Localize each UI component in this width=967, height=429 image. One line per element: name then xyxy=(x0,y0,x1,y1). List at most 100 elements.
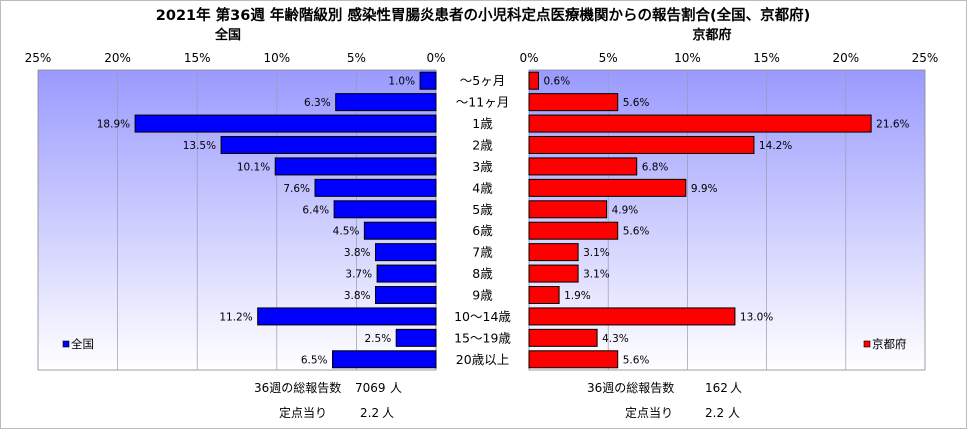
national-report-count-label: 36週の総報告数 xyxy=(254,380,341,395)
kyoto-bar xyxy=(528,178,687,197)
kyoto-bar xyxy=(528,264,579,283)
kyoto-bar xyxy=(528,157,638,176)
national-value-label: 4.5% xyxy=(333,226,360,238)
national-per-site-unit: 人 xyxy=(382,406,394,420)
kyoto-value-label: 14.2% xyxy=(759,140,792,152)
kyoto-value-label: 4.3% xyxy=(602,333,629,345)
kyoto-bar xyxy=(528,114,872,133)
national-summary: 36週の総報告数 7069 人 定点当り 2.2 人 xyxy=(254,380,402,420)
national-bars xyxy=(134,71,437,369)
national-per-site-label: 定点当り xyxy=(279,405,327,420)
national-bar xyxy=(376,264,437,283)
national-per-site-value: 2.2 xyxy=(360,406,379,420)
kyoto-value-label: 4.9% xyxy=(612,204,639,216)
age-group-label: 7歳 xyxy=(472,245,493,260)
kyoto-bars xyxy=(528,71,872,369)
kyoto-per-site-unit: 人 xyxy=(728,406,740,420)
kyoto-value-label: 0.6% xyxy=(544,76,571,88)
national-bar xyxy=(375,286,437,304)
kyoto-panel-title: 京都府 xyxy=(692,27,731,43)
national-legend: 全国 xyxy=(62,337,94,351)
kyoto-value-label: 21.6% xyxy=(876,119,909,131)
national-value-label: 18.9% xyxy=(97,119,130,131)
national-value-label: 6.4% xyxy=(302,204,329,216)
kyoto-bar xyxy=(528,328,598,347)
national-bar xyxy=(314,178,437,197)
national-value-label: 11.2% xyxy=(219,311,252,323)
kyoto-legend-swatch xyxy=(863,340,871,348)
national-bar xyxy=(274,157,437,176)
national-panel-title: 全国 xyxy=(214,27,241,43)
age-group-label: 10～14歳 xyxy=(454,309,511,324)
kyoto-value-label: 5.6% xyxy=(623,97,650,109)
kyoto-bar xyxy=(528,136,755,154)
national-value-label: 7.6% xyxy=(283,183,310,195)
kyoto-x-tick-label: 25% xyxy=(912,51,939,65)
national-value-label: 1.0% xyxy=(388,76,415,88)
kyoto-report-count-unit: 人 xyxy=(730,381,742,395)
national-bar xyxy=(335,93,437,112)
kyoto-x-tick-label: 15% xyxy=(753,51,780,65)
kyoto-bar xyxy=(528,350,619,369)
kyoto-value-labels: 0.6% 5.6% 21.6% 14.2% 6.8% 9.9% 4.9% 5.6% 3.1% 3.… xyxy=(544,76,910,367)
age-group-label: ～5ヶ月 xyxy=(460,73,505,88)
national-value-label: 6.5% xyxy=(301,354,328,366)
kyoto-legend: 京都府 xyxy=(863,337,907,351)
kyoto-x-tick-label: 0% xyxy=(519,51,538,65)
national-bar xyxy=(363,221,437,240)
kyoto-value-label: 9.9% xyxy=(691,183,718,195)
national-bar xyxy=(332,350,437,369)
national-legend-swatch xyxy=(62,340,70,348)
national-report-count-value: 7069 xyxy=(355,381,386,395)
kyoto-x-axis-ticks: 0% 5% 10% 15% 20% 25% xyxy=(519,51,938,65)
national-report-count-unit: 人 xyxy=(390,381,402,395)
kyoto-value-label: 3.1% xyxy=(583,269,610,281)
kyoto-x-tick-label: 20% xyxy=(832,51,859,65)
national-bar xyxy=(134,114,437,133)
age-group-label: 20歳以上 xyxy=(456,352,509,367)
kyoto-legend-label: 京都府 xyxy=(872,337,907,351)
national-bar xyxy=(220,136,437,154)
national-value-label: 3.8% xyxy=(344,290,371,302)
age-group-label: 2歳 xyxy=(472,138,493,153)
age-group-label: 6歳 xyxy=(472,223,493,238)
national-x-tick-label: 25% xyxy=(25,51,52,65)
national-value-label: 10.1% xyxy=(237,161,270,173)
national-x-axis-ticks: 0% 5% 10% 15% 20% 25% xyxy=(25,51,446,65)
national-x-tick-label: 20% xyxy=(104,51,131,65)
national-x-tick-label: 0% xyxy=(426,51,445,65)
national-bar xyxy=(333,200,437,219)
national-value-label: 3.8% xyxy=(344,247,371,259)
kyoto-bar xyxy=(528,307,736,326)
national-x-tick-label: 15% xyxy=(184,51,211,65)
kyoto-per-site-label: 定点当り xyxy=(625,405,673,420)
national-x-tick-label: 10% xyxy=(263,51,290,65)
national-x-tick-label: 5% xyxy=(347,51,366,65)
kyoto-summary: 36週の総報告数 162 人 定点当り 2.2 人 xyxy=(587,380,742,420)
age-group-label: 4歳 xyxy=(472,180,493,195)
kyoto-value-label: 1.9% xyxy=(564,290,591,302)
national-bar xyxy=(395,328,437,347)
age-group-label: 3歳 xyxy=(472,159,493,174)
national-value-label: 6.3% xyxy=(304,97,331,109)
kyoto-bar xyxy=(528,200,608,219)
national-bar xyxy=(419,71,437,90)
national-value-label: 13.5% xyxy=(183,140,216,152)
chart-title: 2021年 第36週 年齢階級別 感染性胃腸炎患者の小児科定点医療機関からの報告… xyxy=(156,6,810,24)
kyoto-report-count-label: 36週の総報告数 xyxy=(587,380,674,395)
kyoto-value-label: 13.0% xyxy=(740,311,773,323)
national-value-labels: 1.0% 6.3% 18.9% 13.5% 10.1% 7.6% 6.4% 4.5% 3.8% 3… xyxy=(97,76,415,367)
kyoto-value-label: 6.8% xyxy=(642,161,669,173)
kyoto-bar xyxy=(528,243,579,262)
kyoto-per-site-value: 2.2 xyxy=(705,406,724,420)
kyoto-bar xyxy=(528,71,540,90)
age-group-label: 8歳 xyxy=(472,266,493,281)
age-group-label: 15～19歳 xyxy=(454,330,511,345)
kyoto-x-tick-label: 5% xyxy=(599,51,618,65)
kyoto-x-tick-label: 10% xyxy=(674,51,701,65)
kyoto-bar xyxy=(528,221,619,240)
kyoto-value-label: 3.1% xyxy=(583,247,610,259)
kyoto-bar xyxy=(528,93,619,112)
age-group-label: 1歳 xyxy=(472,116,493,131)
